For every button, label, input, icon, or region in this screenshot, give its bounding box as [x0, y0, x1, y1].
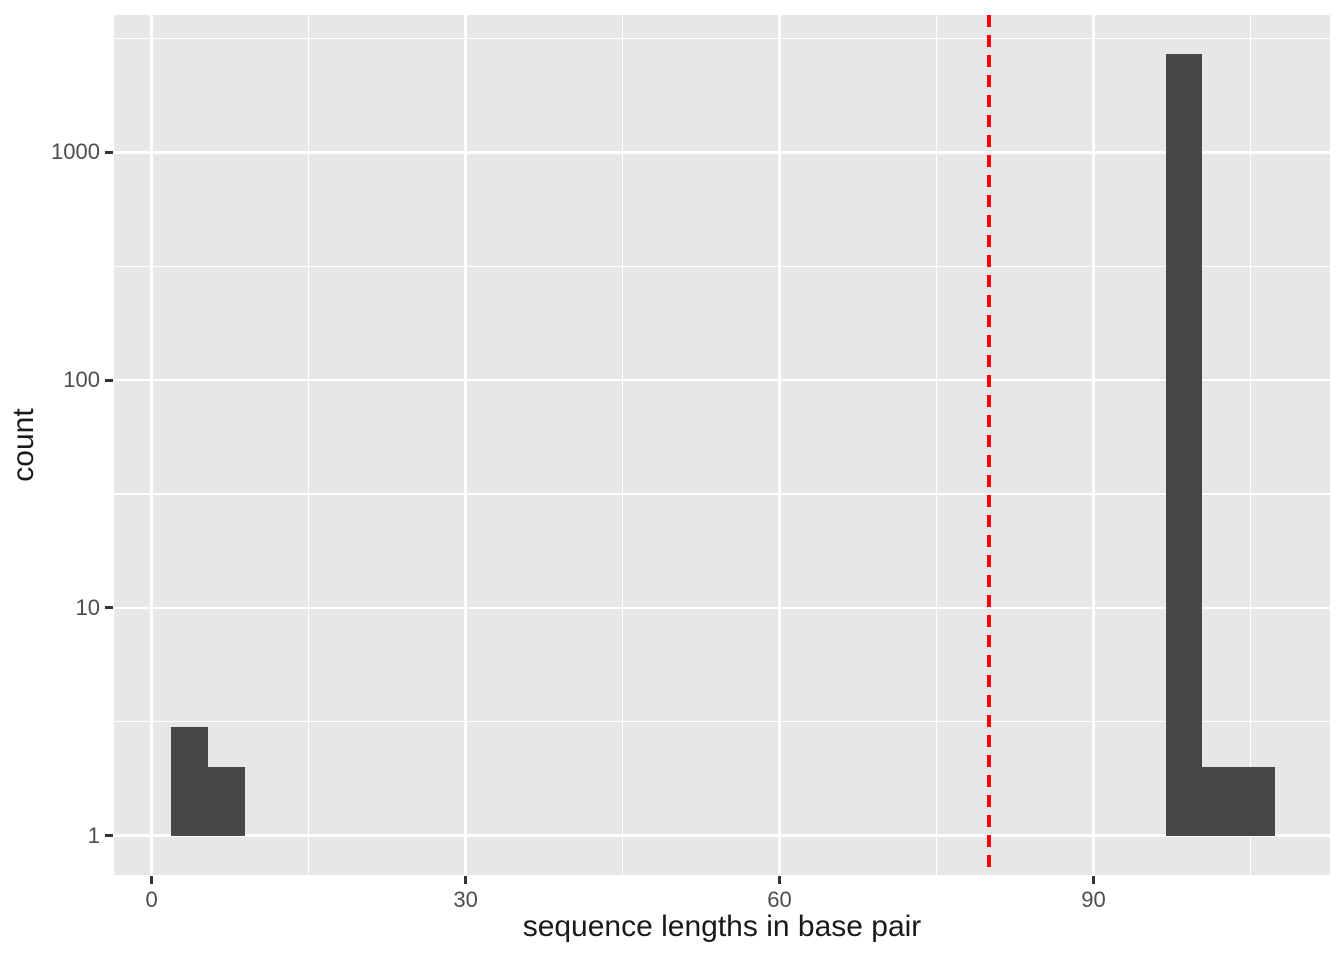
plot-panel	[114, 15, 1330, 875]
y-axis-tick-label: 100	[63, 367, 100, 393]
x-axis-tick-mark	[778, 876, 782, 884]
y-axis-title: count	[7, 408, 40, 482]
x-axis-tick-mark	[150, 876, 154, 884]
y-axis-tick-mark	[105, 150, 113, 154]
y-axis-tick-mark	[105, 606, 113, 610]
gridline-minor-horizontal	[114, 493, 1330, 495]
gridline-major-horizontal	[114, 606, 1330, 610]
x-axis-tick-mark	[464, 876, 468, 884]
gridline-major-vertical	[1092, 15, 1095, 875]
x-axis-tick-label: 60	[767, 887, 792, 912]
gridline-major-vertical	[464, 15, 467, 875]
gridline-major-vertical	[150, 15, 153, 875]
gridline-major-horizontal	[114, 378, 1330, 382]
x-axis-tick-label: 30	[453, 887, 478, 912]
gridline-major-horizontal	[114, 834, 1330, 837]
y-axis-tick-mark	[105, 834, 113, 838]
x-axis-tick-label: 0	[145, 887, 158, 912]
gridline-minor-horizontal	[114, 721, 1330, 723]
gridline-minor-vertical	[1249, 15, 1252, 875]
gridline-major-horizontal	[114, 151, 1330, 154]
gridline-minor-horizontal	[114, 37, 1330, 40]
gridline-minor-vertical	[307, 15, 310, 875]
gridline-major-vertical	[778, 15, 781, 875]
gridline-minor-horizontal	[114, 265, 1330, 267]
y-axis-tick-label: 1000	[51, 139, 100, 165]
x-axis-tick-mark	[1091, 876, 1095, 884]
x-axis-tick-label: 90	[1081, 887, 1106, 912]
histogram-bar	[170, 726, 208, 836]
reference-vline	[986, 15, 991, 875]
histogram-bar	[207, 767, 245, 836]
y-axis-tick-label: 1	[87, 822, 100, 848]
histogram-bar	[1201, 767, 1275, 836]
gridline-minor-vertical	[935, 15, 938, 875]
x-axis-title: sequence lengths in base pair	[522, 910, 922, 943]
y-axis-tick-mark	[105, 378, 113, 382]
histogram-bar	[1165, 54, 1202, 836]
gridline-minor-vertical	[621, 15, 624, 875]
y-axis-tick-label: 10	[75, 594, 100, 620]
